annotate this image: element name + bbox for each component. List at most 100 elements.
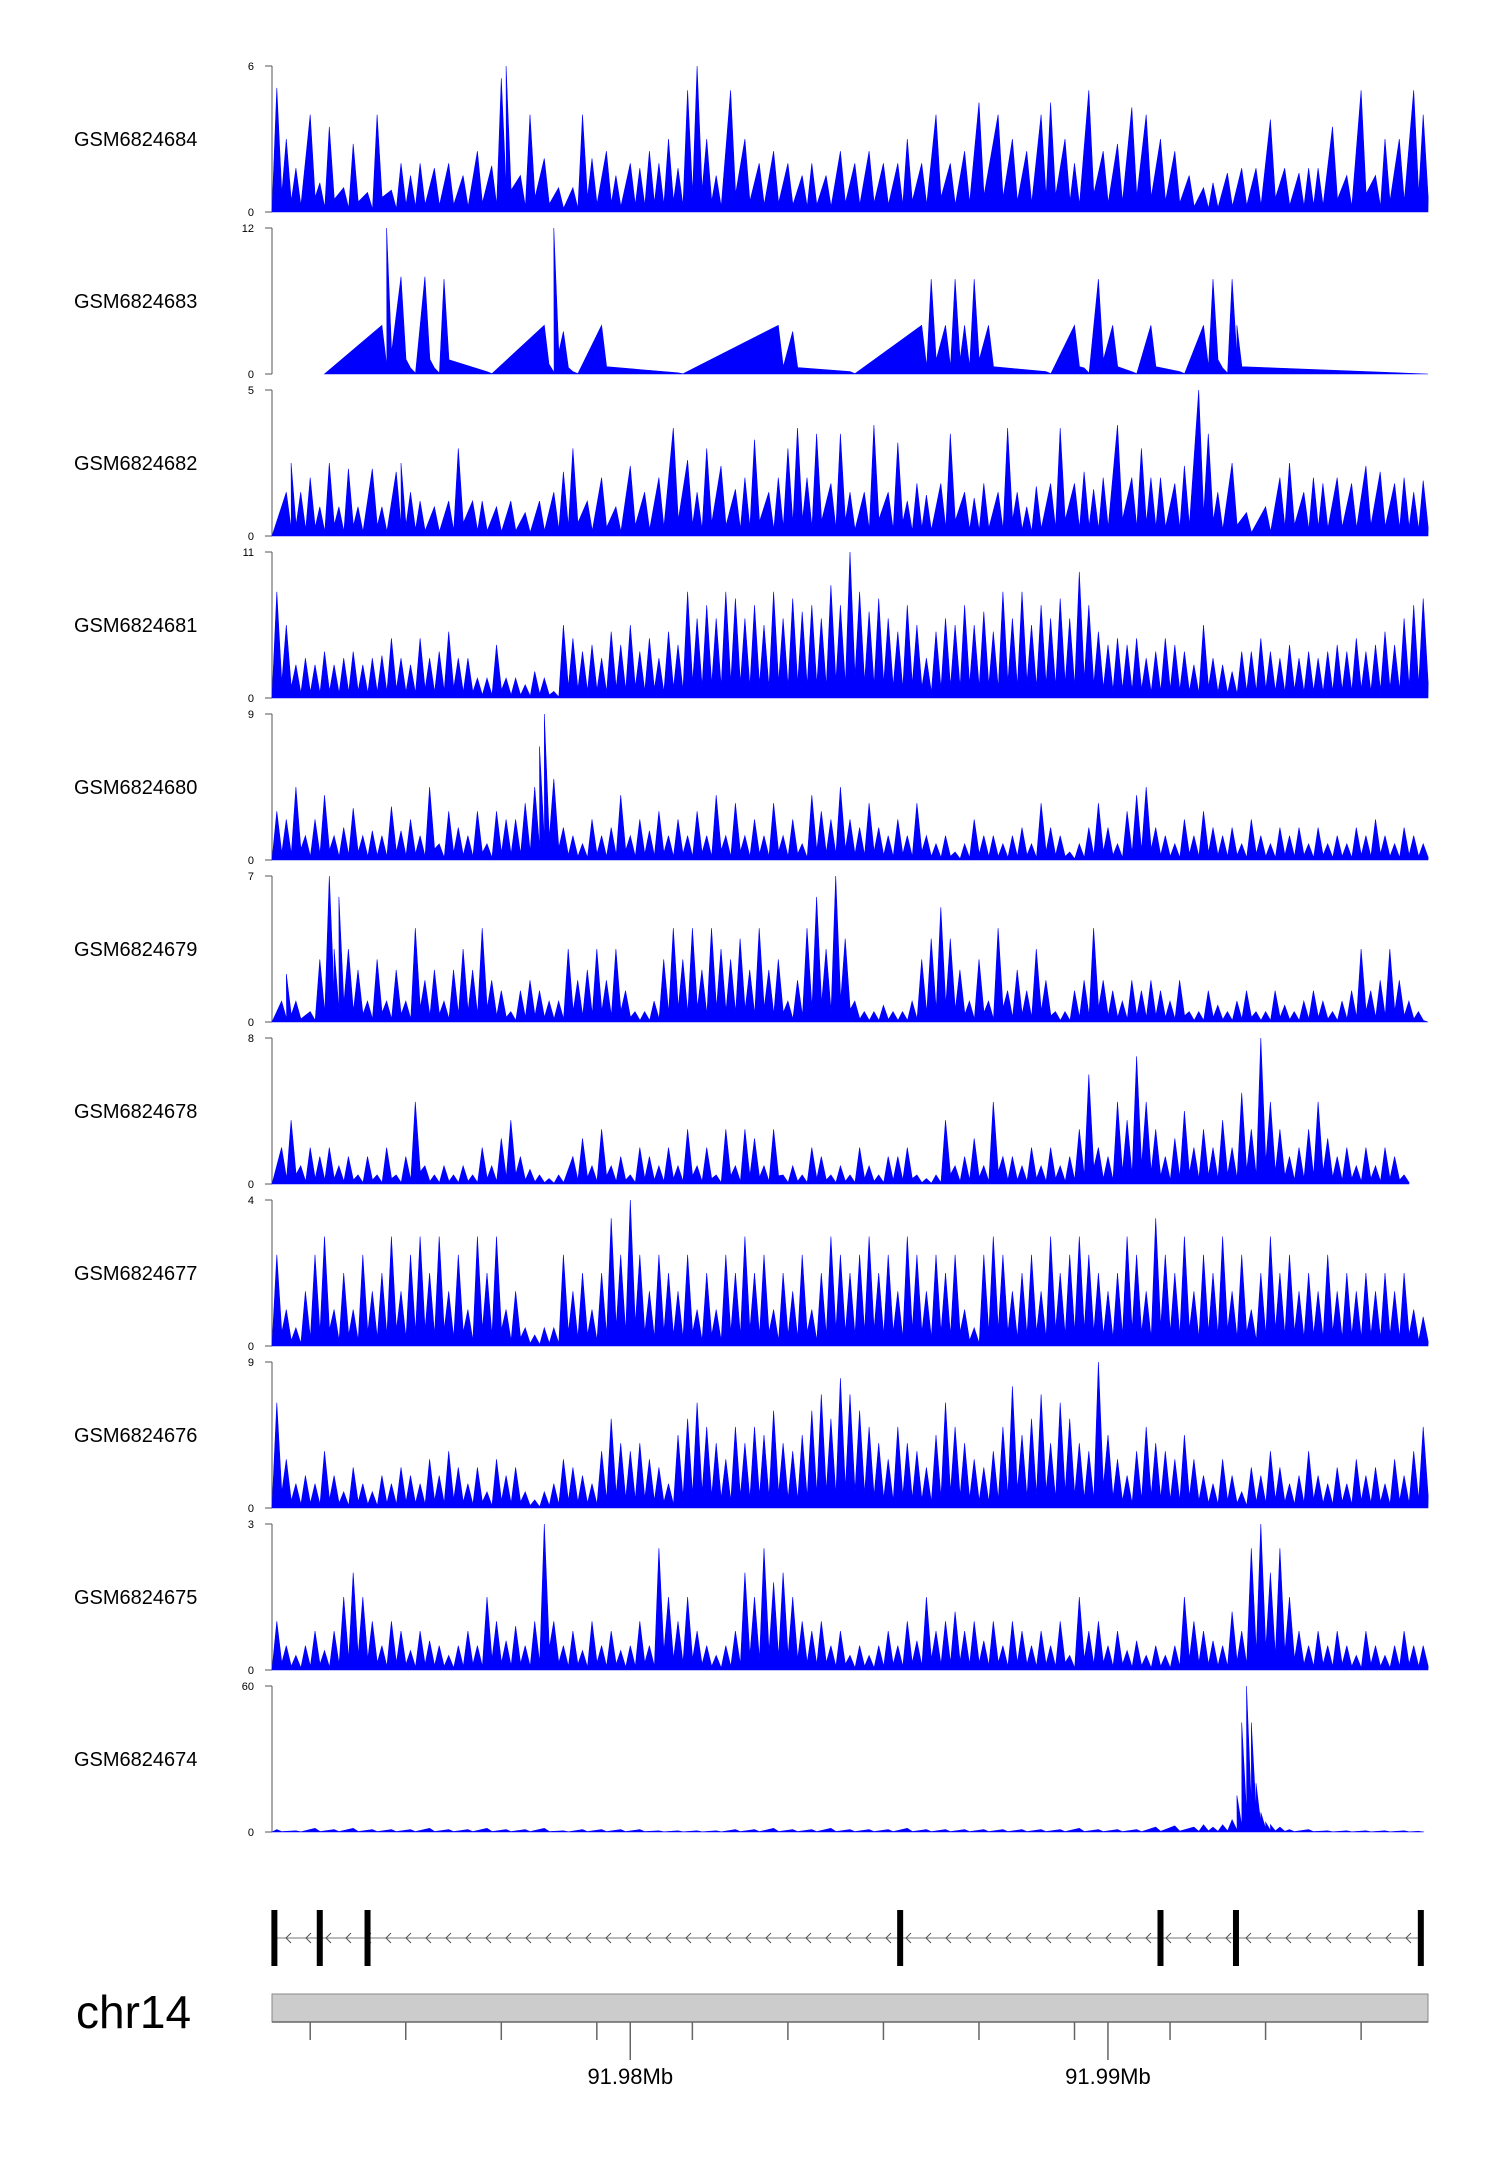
strand-arrow (785, 1932, 792, 1944)
track-GSM6824674: GSM6824674 60 0 (74, 1681, 1425, 1839)
strand-arrow (845, 1932, 852, 1944)
strand-arrow (485, 1932, 492, 1944)
y-tick-label-max: 9 (248, 709, 254, 721)
strand-arrow (1325, 1932, 1332, 1944)
y-tick-label-min: 0 (248, 1827, 254, 1839)
track-label: GSM6824683 (74, 291, 197, 313)
exon (364, 1910, 371, 1966)
strand-arrow (965, 1932, 972, 1944)
strand-arrow (345, 1932, 352, 1944)
strand-arrow (1285, 1932, 1292, 1944)
axis-tick-label: 91.99Mb (1065, 2064, 1151, 2089)
strand-arrow (1185, 1932, 1192, 1944)
track-GSM6824675: GSM6824675 3 0 (74, 1519, 1429, 1677)
y-tick-label-max: 4 (248, 1195, 254, 1207)
strand-arrow (825, 1932, 832, 1944)
strand-arrow (765, 1932, 772, 1944)
strand-arrow (745, 1932, 752, 1944)
track-label: GSM6824684 (74, 129, 197, 151)
y-tick-label-max: 7 (248, 871, 254, 883)
exon (897, 1910, 904, 1966)
coverage-area (271, 551, 1429, 699)
coverage-area (271, 1685, 1425, 1833)
track-label: GSM6824677 (74, 1263, 197, 1285)
strand-arrow (705, 1932, 712, 1944)
strand-arrow (985, 1932, 992, 1944)
strand-arrow (405, 1932, 412, 1944)
strand-arrow (545, 1932, 552, 1944)
strand-arrow (1125, 1932, 1132, 1944)
y-tick-label-min: 0 (248, 1017, 254, 1029)
chromosome-ideogram: chr14 (76, 1986, 1429, 2038)
exon (1417, 1910, 1424, 1966)
track-GSM6824684: GSM6824684 6 0 (74, 61, 1429, 219)
coverage-area (271, 1037, 1410, 1185)
strand-arrow (325, 1932, 332, 1944)
track-label: GSM6824680 (74, 777, 197, 799)
strand-arrow (865, 1932, 872, 1944)
strand-arrow (1145, 1932, 1152, 1944)
strand-arrow (445, 1932, 452, 1944)
coverage-area (271, 1199, 1429, 1347)
track-label: GSM6824682 (74, 453, 197, 475)
strand-arrow (1245, 1932, 1252, 1944)
track-label: GSM6824681 (74, 615, 197, 637)
strand-arrow (505, 1932, 512, 1944)
genome-axis: 91.98Mb 91.99Mb (272, 2021, 1428, 2089)
strand-arrow (645, 1932, 652, 1944)
chromosome-bar (271, 1993, 1429, 2023)
coverage-area (323, 227, 1429, 375)
coverage-tracks: GSM682468460GSM6824683120GSM682468250GSM… (74, 61, 1429, 1839)
strand-arrow (805, 1932, 812, 1944)
y-tick-label-max: 5 (248, 385, 254, 397)
coverage-area (271, 1361, 1429, 1509)
gene-model-track (271, 1910, 1424, 1966)
y-tick-label-min: 0 (248, 1341, 254, 1353)
track-GSM6824679: GSM6824679 7 0 (74, 871, 1429, 1029)
strand-arrow (1345, 1932, 1352, 1944)
strand-arrow (1225, 1932, 1232, 1944)
strand-arrow (665, 1932, 672, 1944)
strand-arrow (525, 1932, 532, 1944)
strand-arrow (1265, 1932, 1272, 1944)
exon (316, 1910, 323, 1966)
y-tick-label-max: 12 (242, 223, 254, 235)
track-GSM6824676: GSM6824676 9 0 (74, 1357, 1429, 1515)
strand-arrow (1365, 1932, 1372, 1944)
strand-arrow (1405, 1932, 1412, 1944)
exon (1157, 1910, 1164, 1966)
y-tick-label-min: 0 (248, 1503, 254, 1515)
strand-arrow (565, 1932, 572, 1944)
coverage-area (271, 389, 1429, 537)
strand-arrow (725, 1932, 732, 1944)
track-label: GSM6824674 (74, 1749, 197, 1771)
strand-arrow (1165, 1932, 1172, 1944)
y-tick-label-min: 0 (248, 207, 254, 219)
strand-arrow (625, 1932, 632, 1944)
y-tick-label-min: 0 (248, 1179, 254, 1191)
track-label: GSM6824675 (74, 1587, 197, 1609)
strand-arrow (1025, 1932, 1032, 1944)
y-tick-label-max: 9 (248, 1357, 254, 1369)
y-tick-label-max: 8 (248, 1033, 254, 1045)
track-GSM6824683: GSM6824683 12 0 (74, 223, 1429, 381)
track-label: GSM6824678 (74, 1101, 197, 1123)
y-tick-label-min: 0 (248, 693, 254, 705)
y-tick-label-min: 0 (248, 531, 254, 543)
strand-arrow (1105, 1932, 1112, 1944)
y-tick-label-max: 60 (242, 1681, 254, 1693)
strand-arrow (1205, 1932, 1212, 1944)
strand-arrow (1065, 1932, 1072, 1944)
strand-arrow (685, 1932, 692, 1944)
strand-arrow (1045, 1932, 1052, 1944)
strand-arrow (305, 1932, 312, 1944)
strand-arrow (385, 1932, 392, 1944)
track-label: GSM6824676 (74, 1425, 197, 1447)
y-tick-label-max: 3 (248, 1519, 254, 1531)
strand-arrow (1085, 1932, 1092, 1944)
track-label: GSM6824679 (74, 939, 197, 961)
y-tick-label-min: 0 (248, 855, 254, 867)
strand-arrow (425, 1932, 432, 1944)
strand-arrow (465, 1932, 472, 1944)
